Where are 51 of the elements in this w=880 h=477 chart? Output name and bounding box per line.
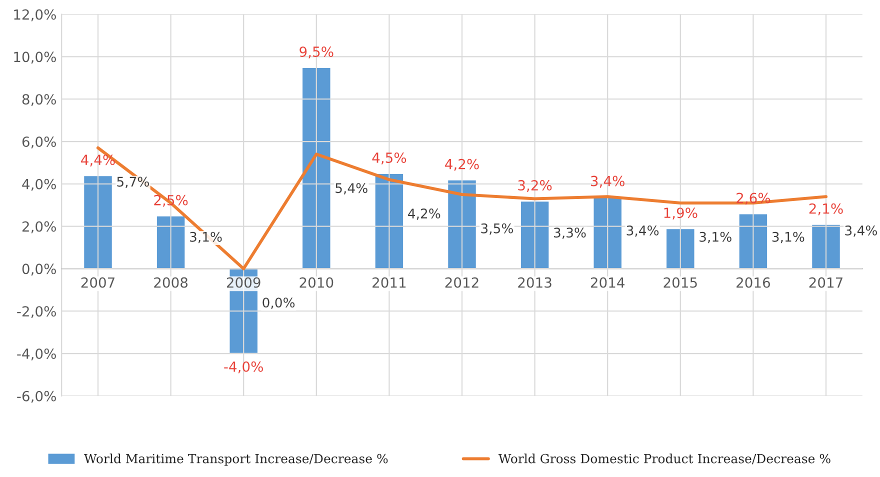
data-label: 0,0%: [262, 298, 295, 309]
data-label: 4,4%: [81, 154, 115, 167]
data-label: -4,0%: [224, 361, 263, 374]
data-label: 3,4%: [845, 225, 877, 237]
x-tick-label: 2011: [372, 277, 406, 288]
x-tick-label: 2009: [226, 277, 260, 288]
data-label: 2,1%: [809, 203, 843, 216]
y-tick-label: 8,0%: [22, 94, 56, 106]
data-label: 3,1%: [772, 232, 804, 244]
bar: [520, 200, 550, 270]
x-tick-label: 2007: [81, 277, 114, 288]
data-label: 4,5%: [372, 152, 406, 164]
bar: [82, 174, 114, 270]
data-label: 9,5%: [300, 46, 334, 58]
bar: [665, 228, 696, 270]
y-tick-label: 10,0%: [14, 52, 56, 64]
x-tick-label: 2014: [590, 277, 624, 288]
y-tick-label: -6,0%: [17, 390, 56, 403]
data-label: 3,3%: [554, 228, 586, 239]
y-tick-label: 4,0%: [22, 178, 56, 191]
data-label: 3,1%: [700, 232, 732, 244]
bar: [156, 215, 186, 270]
bar: [810, 223, 842, 270]
data-label: 4,2%: [445, 158, 479, 171]
y-tick-label: 6,0%: [22, 136, 56, 148]
bar: [301, 66, 332, 270]
data-label: 3,5%: [481, 223, 513, 235]
legend-label: World Gross Domestic Product Increase/Decrease %: [498, 454, 830, 464]
x-tick-label: 2008: [154, 277, 188, 288]
bar: [446, 178, 478, 270]
x-tick-label: 2012: [445, 277, 478, 288]
data-label: 3,2%: [518, 180, 552, 192]
data-label: 1,9%: [664, 208, 698, 220]
bar: [738, 212, 768, 270]
data-label: 3,4%: [626, 225, 659, 237]
y-tick-label: -2,0%: [17, 306, 56, 318]
x-tick-label: 2013: [518, 277, 552, 288]
data-label: 5,7%: [117, 176, 149, 188]
y-tick-label: 12,0%: [14, 9, 56, 22]
data-label: 4,2%: [408, 208, 440, 220]
data-label: 3,4%: [591, 176, 624, 188]
x-tick-label: 2010: [300, 277, 334, 288]
x-tick-label: 2015: [664, 277, 697, 288]
x-tick-label: 2017: [809, 277, 842, 288]
y-tick-label: 2,0%: [22, 221, 56, 234]
x-tick-label: 2016: [736, 277, 770, 288]
y-tick-label: -4,0%: [17, 348, 56, 360]
data-label: 3,1%: [190, 232, 222, 244]
y-tick-label: 0,0%: [22, 264, 56, 276]
data-label: 5,4%: [336, 183, 368, 194]
legend-label: World Maritime Transport Increase/Decrease %: [84, 454, 388, 466]
